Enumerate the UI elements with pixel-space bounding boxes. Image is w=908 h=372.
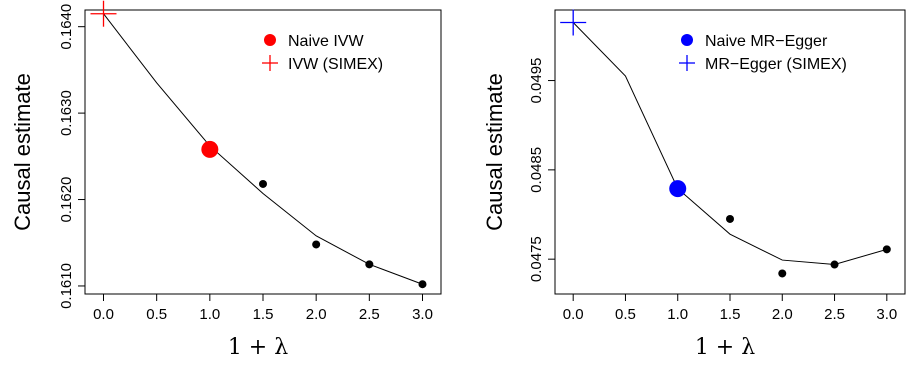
- fit-line: [103, 13, 423, 285]
- x-tick-label: 3.0: [412, 306, 433, 323]
- legend-label: Naive IVW: [288, 33, 364, 50]
- x-tick-label: 0.5: [615, 306, 636, 323]
- chart-panel-2: 0.0 0.5 1.0 1.5 2.0 2.5 3.0 0.0475 0.0485 0.0495 C…: [482, 9, 906, 360]
- x-tick-label: 2.5: [359, 306, 380, 323]
- data-point: [882, 245, 891, 254]
- data-point: [259, 179, 267, 188]
- naive-estimate-point: [669, 180, 687, 198]
- x-axis-label: 1 + λ: [228, 335, 288, 360]
- legend-dot-icon: [264, 34, 276, 46]
- y-axis-label: Causal estimate: [482, 73, 507, 231]
- x-tick-label: 1.0: [667, 306, 688, 323]
- x-tick-label: 2.0: [772, 306, 793, 323]
- legend-label: MR−Egger (SIMEX): [705, 56, 847, 73]
- legend: Naive IVW IVW (SIMEX): [262, 33, 383, 73]
- chart-panel-1: 0.0 0.5 1.0 1.5 2.0 2.5 3.0 0.1610 0.1620 0.1630 0…: [10, 0, 442, 360]
- data-point: [418, 280, 427, 289]
- x-tick-label: 1.0: [199, 306, 220, 323]
- y-tick-label: 0.1630: [58, 90, 75, 136]
- plot-frame: [84, 9, 442, 295]
- legend-plus-icon: [679, 55, 695, 71]
- x-tick-label: 3.0: [876, 306, 897, 323]
- plot-frame: [554, 9, 906, 295]
- data-point: [365, 260, 374, 269]
- simex-estimate-point: [90, 0, 117, 27]
- legend: Naive MR−Egger MR−Egger (SIMEX): [679, 33, 847, 73]
- x-tick-label: 1.5: [720, 306, 741, 323]
- data-point: [726, 214, 734, 223]
- y-tick-label: 0.1620: [58, 177, 75, 223]
- x-tick-label: 0.0: [93, 306, 114, 323]
- legend-label: IVW (SIMEX): [288, 56, 383, 73]
- x-tick-label: 0.5: [146, 306, 167, 323]
- x-axis-label: 1 + λ: [695, 335, 755, 360]
- data-point: [312, 240, 321, 249]
- legend-plus-icon: [262, 55, 278, 71]
- naive-estimate-point: [201, 140, 219, 158]
- y-tick-label: 0.1610: [58, 263, 75, 309]
- y-axis-label: Causal estimate: [10, 73, 35, 231]
- data-point: [830, 260, 839, 269]
- y-tick-label: 0.0485: [528, 147, 545, 193]
- x-tick-label: 2.5: [824, 306, 845, 323]
- y-tick-label: 0.0495: [528, 58, 545, 104]
- legend-label: Naive MR−Egger: [705, 33, 828, 50]
- legend-dot-icon: [681, 34, 693, 46]
- y-tick-label: 0.0475: [528, 236, 545, 282]
- x-tick-label: 2.0: [306, 306, 327, 323]
- x-tick-label: 0.0: [563, 306, 584, 323]
- x-tick-label: 1.5: [253, 306, 274, 323]
- simex-estimate-point: [560, 9, 587, 36]
- y-tick-label: 0.1640: [58, 4, 75, 50]
- data-point: [778, 269, 787, 278]
